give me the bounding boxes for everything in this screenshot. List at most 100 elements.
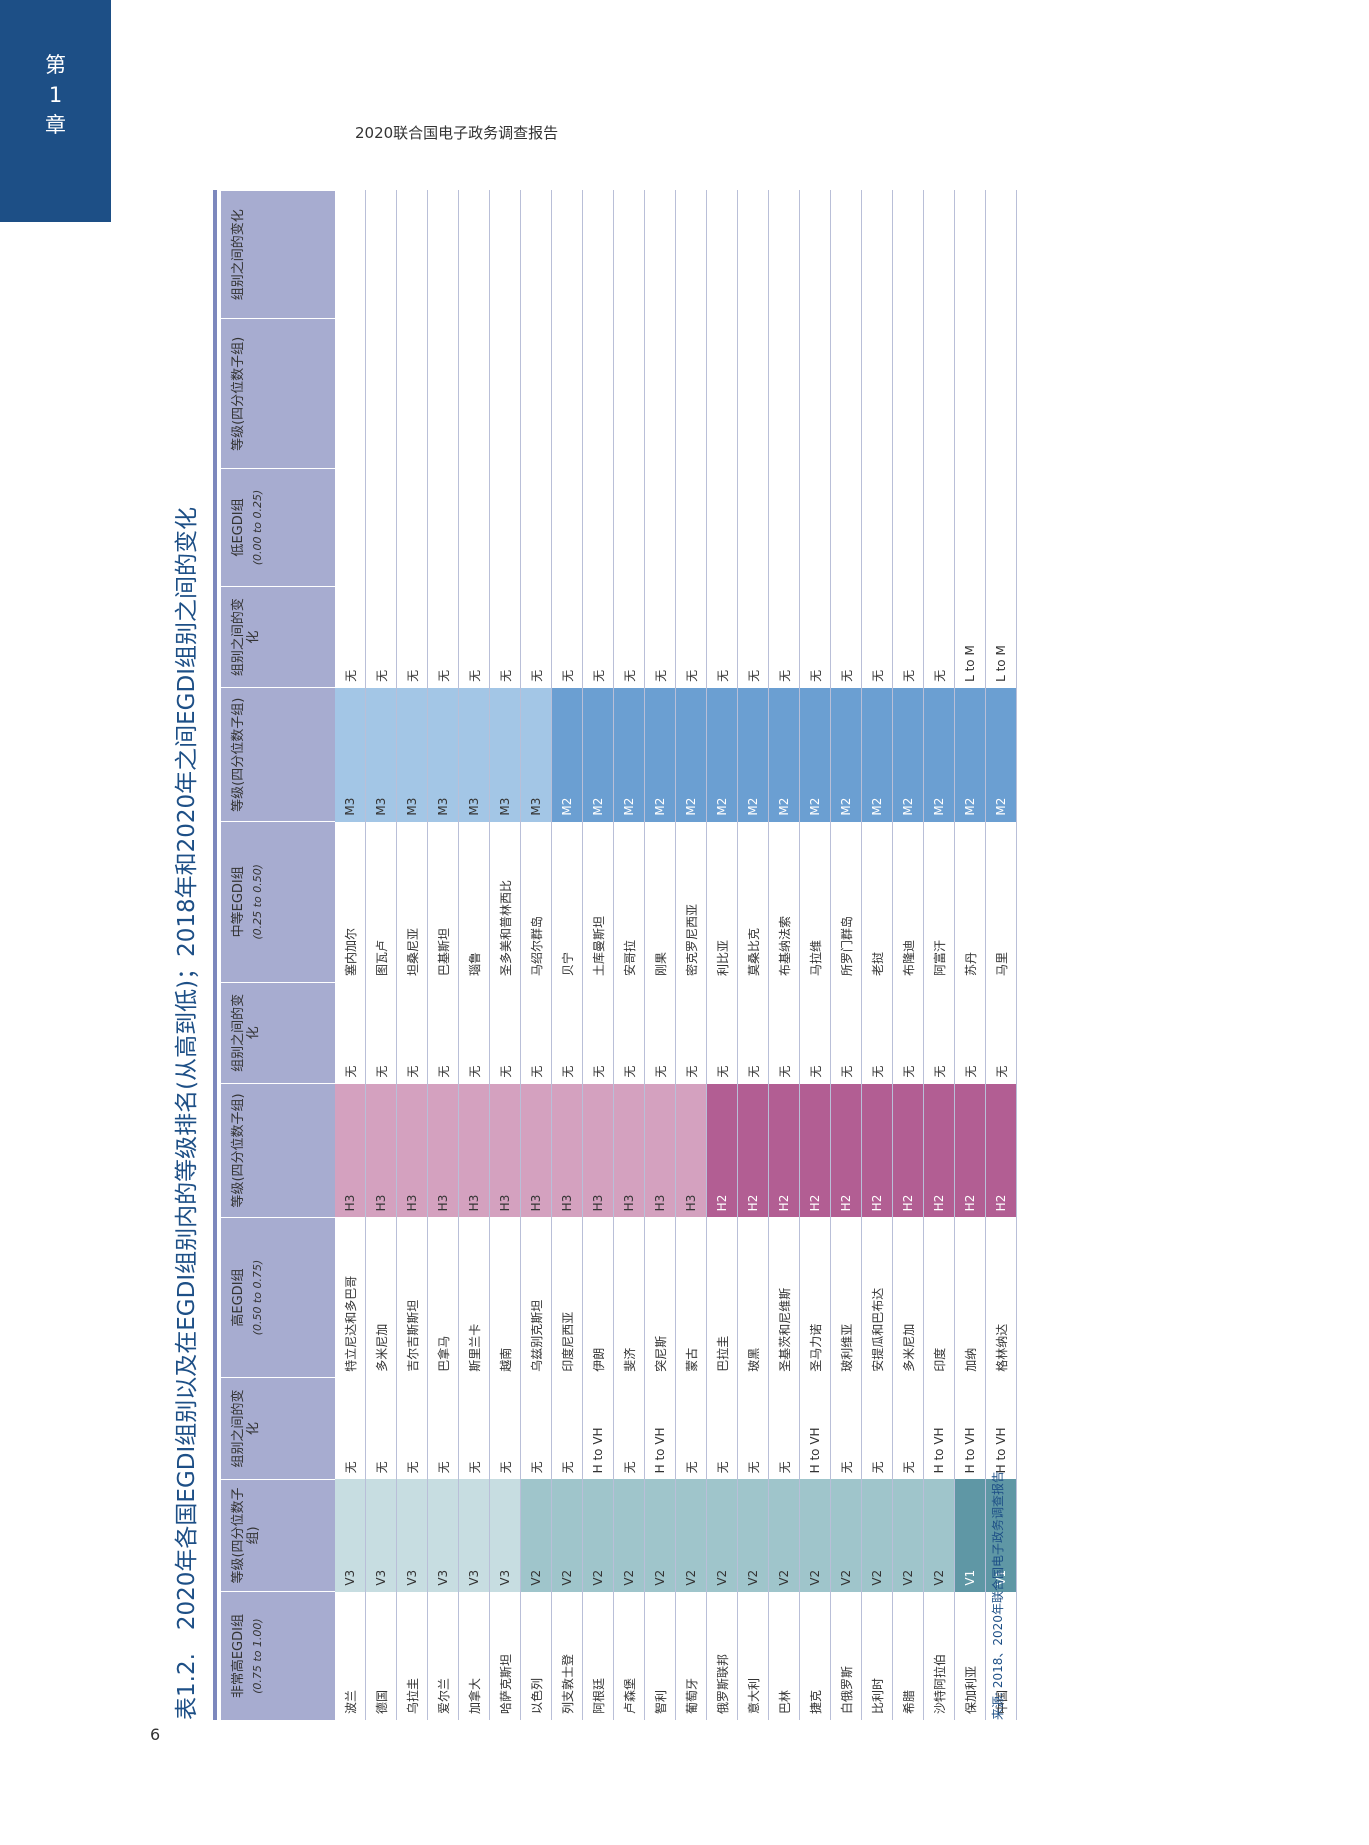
l-rating-cell (427, 318, 459, 469)
vh-change-cell: H to VH (985, 1377, 1017, 1480)
m-country-cell: 安哥拉 (613, 821, 645, 983)
table-row: 葡萄牙 V2 无蒙古 H3 无密克罗尼西亚 M2 无 (675, 190, 707, 1720)
m-country-cell: 密克罗尼西亚 (675, 821, 707, 983)
l-change-cell (892, 190, 924, 319)
m-change-cell: 无 (582, 586, 614, 688)
l-rating-cell (737, 318, 769, 469)
l-change-cell (923, 190, 955, 319)
l-country-cell (335, 468, 366, 587)
l-change-cell (335, 190, 366, 319)
m-rating-cell: M2 (613, 687, 645, 822)
table-title: 表1.2. 2020年各国EGDI组别以及在EGDI组别内的等级排名(从高到低)… (174, 507, 200, 1720)
m-rating-cell: M2 (582, 687, 614, 822)
m-country-cell: 贝宁 (551, 821, 583, 983)
h-country-cell: 安提瓜和巴布达 (861, 1217, 893, 1378)
m-rating-cell: M3 (335, 687, 366, 822)
chapter-number: 1 (48, 83, 63, 107)
source-note: 来源: 2018、2020年联合国电子政务调查报告 (989, 1471, 1006, 1720)
h-change-cell: 无 (551, 982, 583, 1084)
m-change-cell: 无 (613, 586, 645, 688)
title-rule (213, 190, 217, 1720)
l-change-cell (737, 190, 769, 319)
chapter-label: 第 (45, 53, 66, 77)
l-rating-cell (365, 318, 397, 469)
h-change-cell: 无 (644, 982, 676, 1084)
vh-country-cell: 哈萨克斯坦 (489, 1591, 521, 1720)
h-country-cell: 多米尼加 (365, 1217, 397, 1378)
l-country-cell (737, 468, 769, 587)
h-country-cell: 印度 (923, 1217, 955, 1378)
h-rating-cell: H2 (954, 1083, 986, 1218)
vh-rating-cell: V3 (396, 1479, 428, 1592)
header-h-rating: 等级(四分位数子组) (221, 1083, 335, 1218)
l-change-cell (489, 190, 521, 319)
vh-change-cell: 无 (520, 1377, 552, 1480)
l-country-cell (644, 468, 676, 587)
m-country-cell: 布基纳法索 (768, 821, 800, 983)
l-country-cell (768, 468, 800, 587)
m-rating-cell: M3 (365, 687, 397, 822)
vh-rating-cell: V3 (365, 1479, 397, 1592)
l-change-cell (768, 190, 800, 319)
vh-country-cell: 白俄罗斯 (830, 1591, 862, 1720)
vh-change-cell: H to VH (799, 1377, 831, 1480)
m-change-cell: 无 (427, 586, 459, 688)
l-change-cell (458, 190, 490, 319)
m-change-cell: L to M (985, 586, 1017, 688)
l-change-cell (675, 190, 707, 319)
egdi-table: 非常高EGDI组 (0.75 to 1.00) 等级(四分位数子组) 组别之间的变… (221, 190, 1017, 1720)
h-rating-cell: H2 (923, 1083, 955, 1218)
l-change-cell (830, 190, 862, 319)
m-change-cell: 无 (737, 586, 769, 688)
table-row: 卢森堡 V2 无斐济 H3 无安哥拉 M2 无 (613, 190, 645, 1720)
vh-change-cell: 无 (675, 1377, 707, 1480)
h-change-cell: 无 (737, 982, 769, 1084)
table-row: 白俄罗斯 V2 无玻利维亚 H2 无所罗门群岛 M2 无 (830, 190, 862, 1720)
m-change-cell: 无 (923, 586, 955, 688)
m-country-cell: 马绍尔群岛 (520, 821, 552, 983)
l-rating-cell (582, 318, 614, 469)
vh-country-cell: 智利 (644, 1591, 676, 1720)
vh-country-cell: 列支敦士登 (551, 1591, 583, 1720)
vh-country-cell: 乌拉圭 (396, 1591, 428, 1720)
vh-country-cell: 捷克 (799, 1591, 831, 1720)
h-change-cell: 无 (861, 982, 893, 1084)
l-country-cell (675, 468, 707, 587)
vh-change-cell: 无 (335, 1377, 366, 1480)
h-rating-cell: H2 (768, 1083, 800, 1218)
h-country-cell: 巴拿马 (427, 1217, 459, 1378)
table-row: 捷克 V2 H to VH 圣马力诺 H2 无马拉维 M2 无 (799, 190, 831, 1720)
vh-country-cell: 俄罗斯联邦 (706, 1591, 738, 1720)
l-rating-cell (954, 318, 986, 469)
header-l-rating: 等级(四分位数子组) (221, 318, 335, 469)
l-rating-cell (799, 318, 831, 469)
table-row: 沙特阿拉伯 V2 H to VH 印度 H2 无阿富汗 M2 无 (923, 190, 955, 1720)
vh-rating-cell: V2 (830, 1479, 862, 1592)
vh-country-cell: 比利时 (861, 1591, 893, 1720)
l-country-cell (954, 468, 986, 587)
l-country-cell (489, 468, 521, 587)
h-change-cell: 无 (799, 982, 831, 1084)
h-country-cell: 圣基茨和尼维斯 (768, 1217, 800, 1378)
h-country-cell: 吉尔吉斯斯坦 (396, 1217, 428, 1378)
table-row: 俄罗斯联邦 V2 无巴拉圭 H2 无利比亚 M2 无 (706, 190, 738, 1720)
h-change-cell: 无 (706, 982, 738, 1084)
vh-change-cell: H to VH (923, 1377, 955, 1480)
table-row: 德国 V3 无多米尼加 H3 无图瓦卢 M3 无 (365, 190, 397, 1720)
h-country-cell: 圣马力诺 (799, 1217, 831, 1378)
m-rating-cell: M3 (458, 687, 490, 822)
h-rating-cell: H3 (613, 1083, 645, 1218)
vh-rating-cell: V1 (954, 1479, 986, 1592)
l-country-cell (861, 468, 893, 587)
chapter-tab: 第 1 章 (0, 0, 111, 222)
h-change-cell: 无 (985, 982, 1017, 1084)
m-change-cell: 无 (675, 586, 707, 688)
l-change-cell (799, 190, 831, 319)
m-rating-cell: M2 (861, 687, 893, 822)
table-row: 保加利亚 V1 H to VH 加纳 H2 无苏丹 M2 L to M (954, 190, 986, 1720)
table-row: 比利时 V2 无安提瓜和巴布达 H2 无老挝 M2 无 (861, 190, 893, 1720)
l-country-cell (458, 468, 490, 587)
vh-rating-cell: V3 (427, 1479, 459, 1592)
vh-change-cell: 无 (861, 1377, 893, 1480)
h-change-cell: 无 (458, 982, 490, 1084)
